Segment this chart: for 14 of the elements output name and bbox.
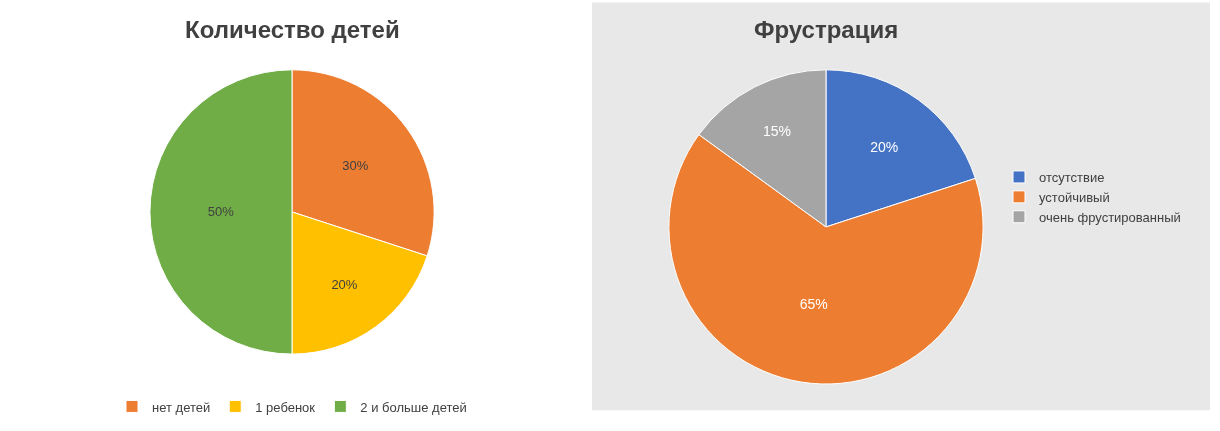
legend-label: нет детей (152, 399, 211, 415)
legend-label: очень фрустированный (1039, 209, 1181, 225)
data-label: 30% (342, 158, 369, 174)
chart-title: Фрустрация (754, 16, 899, 43)
legend-label: 2 и больше детей (360, 399, 467, 415)
legend-label: 1 ребенок (255, 399, 316, 415)
data-label: 15% (762, 122, 791, 139)
data-label: 20% (331, 276, 358, 292)
legend-label: отсутствие (1039, 170, 1105, 186)
data-label: 20% (870, 138, 899, 155)
data-label: 65% (799, 296, 828, 313)
data-label: 50% (207, 204, 235, 220)
chart-title: Количество детей (185, 16, 400, 43)
legend-label: устойчивый (1039, 189, 1110, 205)
